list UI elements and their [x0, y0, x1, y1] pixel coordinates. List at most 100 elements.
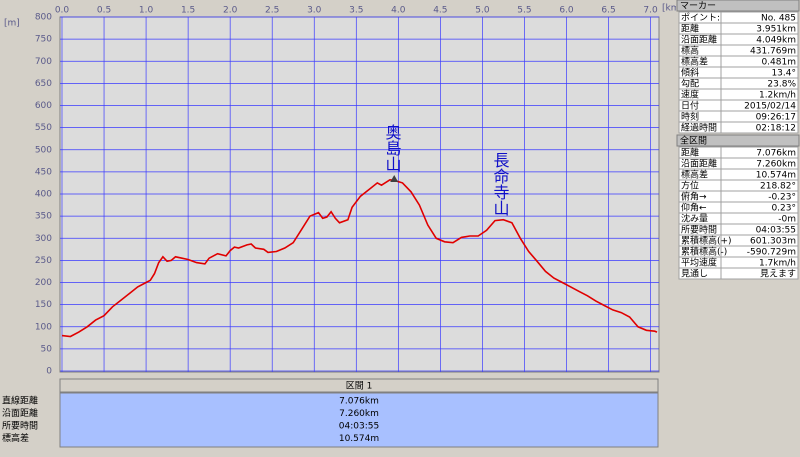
row-label: 俯角→: [681, 191, 707, 203]
x-tick-label: 1.5: [181, 6, 195, 16]
row-value: 見えます: [760, 269, 796, 280]
y-tick-label: 250: [35, 256, 52, 266]
x-tick-label: 5.5: [517, 6, 531, 16]
x-tick-label: 4.5: [433, 6, 447, 16]
y-tick-label: 200: [35, 278, 52, 288]
panel-title: 全区間: [680, 135, 707, 147]
row-value: 02:18:12: [756, 124, 796, 134]
y-tick-label: 500: [35, 145, 52, 155]
row-value: 0.23°: [771, 204, 796, 214]
row-value: 13.4°: [771, 69, 796, 79]
row-label: 傾斜: [681, 67, 699, 79]
row-value: 23.8%: [767, 80, 796, 90]
y-tick-label: 50: [41, 344, 53, 354]
row-value: 04:03:55: [756, 226, 796, 236]
row-value: 218.82°: [760, 182, 796, 192]
row-label: 累積標高(-): [681, 246, 727, 258]
panel-header: [676, 134, 800, 147]
row-value: -0m: [778, 215, 796, 225]
x-tick-label: 1.0: [139, 6, 154, 16]
x-tick-label: 0.0: [55, 6, 70, 16]
panel-header: [676, 0, 800, 12]
panel-title: マーカー: [680, 1, 716, 12]
row-value: 431.769m: [750, 47, 796, 57]
row-label: 沿面距離: [681, 34, 717, 46]
row-value: No. 485: [761, 14, 796, 24]
y-tick-label: 300: [35, 234, 52, 244]
y-tick-label: 0: [46, 367, 52, 377]
row-label: 経過時間: [681, 122, 717, 134]
y-tick-label: 550: [35, 123, 52, 133]
row-value: 09:26:17: [756, 113, 796, 123]
row-label: 所要時間: [2, 421, 38, 432]
row-label: 距離: [681, 147, 699, 159]
y-tick-label: 350: [35, 212, 52, 222]
x-axis-label: [km]: [662, 4, 683, 14]
row-value: 4.049km: [756, 36, 796, 46]
row-label: 速度: [681, 89, 699, 101]
x-tick-label: 7.0: [643, 6, 658, 16]
peak-label: 奥島山: [383, 124, 402, 172]
section-header[interactable]: [59, 378, 659, 393]
row-value: 7.076km: [756, 149, 796, 159]
row-value: 1.7km/h: [759, 259, 796, 269]
x-tick-label: 6.0: [559, 6, 574, 16]
x-tick-label: 3.0: [307, 6, 322, 16]
y-tick-label: 400: [35, 190, 52, 200]
x-tick-label: 3.5: [349, 6, 363, 16]
y-tick-label: 700: [35, 57, 52, 67]
panel-row: [678, 121, 799, 134]
x-tick-label: 0.5: [97, 6, 111, 16]
row-value: -0.23°: [768, 193, 796, 203]
row-label: 直線距離: [2, 395, 38, 407]
marker: [390, 174, 399, 182]
row-value: 10.574m: [339, 434, 379, 444]
row-label: 標高差: [2, 432, 29, 444]
row-label: 方位: [681, 180, 699, 192]
y-tick-label: 800: [35, 13, 52, 23]
y-axis-label: [m]: [4, 19, 20, 29]
row-value: 04:03:55: [339, 422, 379, 432]
x-tick-label: 2.5: [265, 6, 279, 16]
row-label: 見通し: [681, 269, 708, 280]
row-label: 仰角←: [681, 202, 707, 214]
x-tick-label: 5.0: [475, 6, 490, 16]
x-tick-label: 4.0: [391, 6, 406, 16]
row-label: 標高差: [681, 169, 708, 181]
row-label: 時刻: [681, 111, 699, 123]
row-value: 0.481m: [761, 58, 796, 68]
panel-row: [678, 267, 799, 280]
row-value: 7.260km: [756, 160, 796, 170]
y-tick-label: 150: [35, 300, 52, 310]
y-tick-label: 100: [35, 322, 52, 332]
elevation-line: [61, 178, 658, 338]
plot-area: [59, 16, 660, 373]
row-label: 累積標高(+): [681, 235, 732, 247]
row-label: ポイント:: [681, 13, 720, 24]
row-value: 601.303m: [750, 237, 796, 247]
row-value: 3.951km: [756, 25, 796, 35]
row-label: 勾配: [681, 78, 699, 90]
row-label: 標高差: [681, 56, 708, 68]
row-label: 沿面距離: [2, 407, 38, 419]
row-value: 7.260km: [339, 409, 379, 419]
x-tick-label: 6.5: [601, 6, 615, 16]
row-value: 7.076km: [339, 397, 379, 407]
row-label: 沿面距離: [681, 158, 717, 170]
y-tick-label: 750: [35, 35, 52, 45]
section-body: [59, 392, 659, 448]
row-label: 標高: [681, 45, 699, 57]
row-value: 1.2km/h: [759, 91, 796, 101]
y-tick-label: 650: [35, 79, 52, 89]
row-value: 2015/02/14: [744, 102, 796, 112]
row-label: 日付: [681, 101, 699, 112]
y-tick-label: 450: [35, 167, 52, 177]
row-label: 所要時間: [681, 225, 717, 236]
section-title: 区間 1: [346, 381, 373, 392]
y-tick-label: 600: [35, 101, 52, 111]
row-value: -590.729m: [747, 248, 796, 258]
row-label: 平均速度: [681, 257, 717, 269]
peak-label: 長命寺山: [491, 152, 510, 216]
row-label: 距離: [681, 23, 699, 35]
